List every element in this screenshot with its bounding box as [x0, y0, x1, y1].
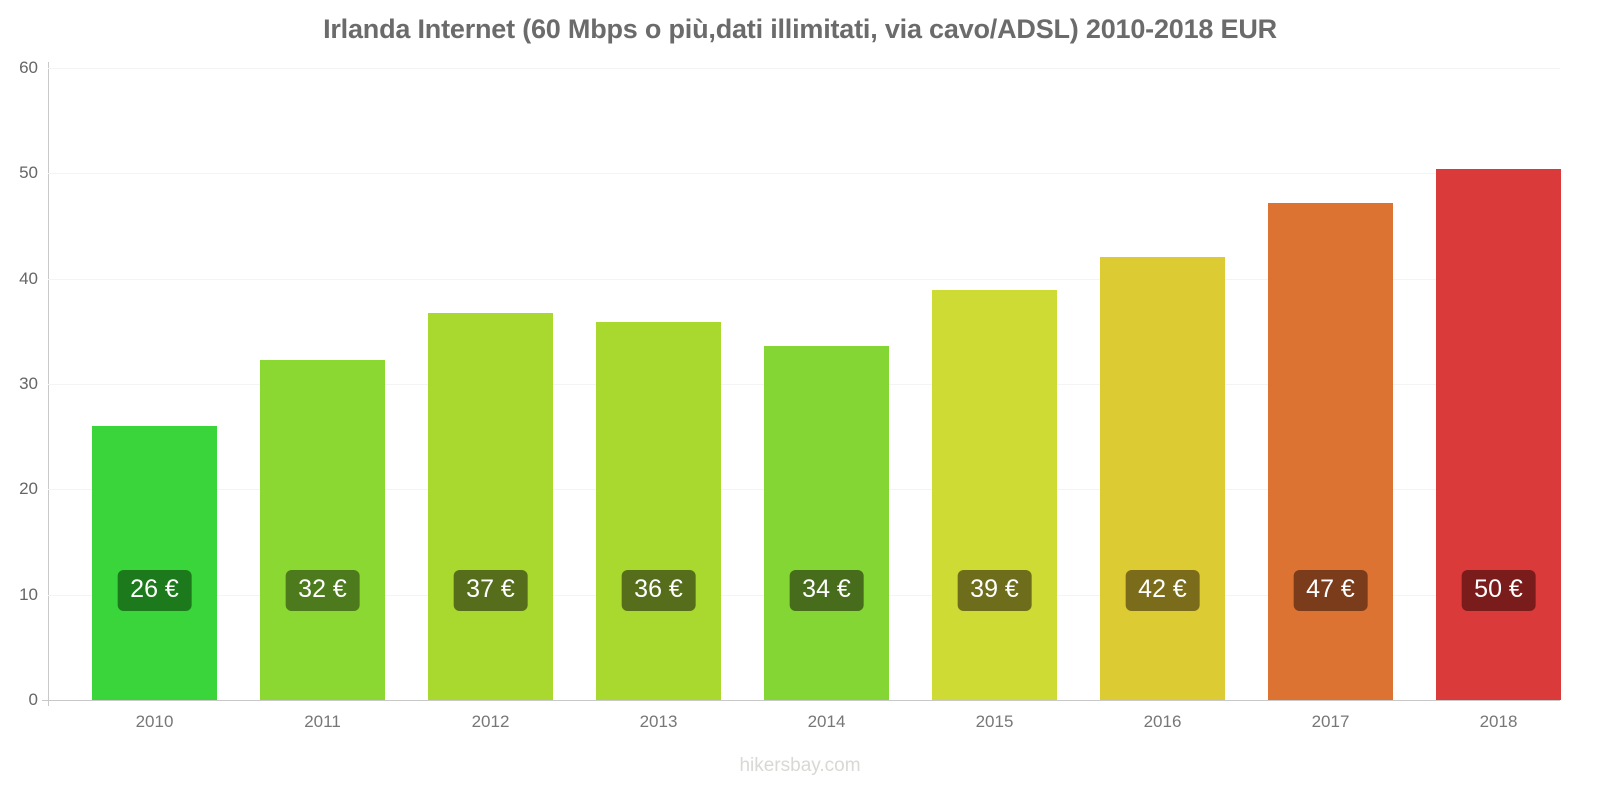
- x-axis-tick-label: 2014: [807, 712, 846, 731]
- x-axis-tick-label: 2013: [639, 712, 678, 731]
- bar-value-label: 34 €: [789, 570, 864, 611]
- y-axis-tick-label: 20: [19, 479, 38, 499]
- y-axis-tick-label: 10: [19, 584, 38, 604]
- y-axis-tick-label: 0: [28, 690, 38, 709]
- bar-value-label: 32 €: [285, 570, 360, 611]
- bar-value-label: 26 €: [117, 570, 192, 611]
- bar[interactable]: 47 €: [1268, 202, 1393, 700]
- bar-value-label: 47 €: [1293, 570, 1368, 611]
- bar[interactable]: 42 €: [1100, 256, 1225, 700]
- bar-value-label: 36 €: [621, 570, 696, 611]
- x-axis-line: [42, 700, 1560, 701]
- x-axis-tick-label: 2016: [1143, 712, 1182, 731]
- chart-title: Irlanda Internet (60 Mbps o più,dati ill…: [323, 14, 1277, 44]
- bar[interactable]: 37 €: [428, 313, 553, 700]
- x-axis-tick-label: 2017: [1311, 712, 1350, 731]
- y-axis-tick-label: 40: [19, 268, 38, 288]
- bar[interactable]: 50 €: [1436, 169, 1561, 700]
- x-axis-tick-label: 2011: [304, 712, 341, 731]
- bar-value-label: 50 €: [1461, 570, 1536, 611]
- gridline: [48, 68, 1560, 69]
- plot-area: 26 € 32 € 37 € 36 € 34 € 39 € 42 € 47 € 50 €: [48, 68, 1561, 700]
- bar-value-label: 39 €: [957, 570, 1032, 611]
- bar[interactable]: 34 €: [764, 346, 889, 700]
- bar[interactable]: 39 €: [932, 290, 1057, 700]
- y-axis-tick-label: 30: [19, 374, 38, 393]
- bar[interactable]: 32 €: [260, 359, 385, 700]
- bar-value-label: 42 €: [1125, 570, 1200, 611]
- x-axis-tick-label: 2010: [135, 712, 174, 731]
- bar[interactable]: 36 €: [596, 321, 721, 700]
- bar-value-label: 37 €: [453, 570, 528, 611]
- y-axis-tick-label: 60: [19, 58, 38, 77]
- bar[interactable]: 26 €: [92, 426, 217, 700]
- x-axis-tick-label: 2015: [975, 712, 1014, 731]
- source-watermark: hikersbay.com: [739, 755, 861, 776]
- y-axis-tick-label: 50: [19, 163, 38, 183]
- gridline: [48, 173, 1560, 175]
- gridline: [48, 278, 1560, 280]
- x-axis-tick-label: 2012: [471, 712, 510, 731]
- x-axis-tick-label: 2018: [1479, 712, 1518, 731]
